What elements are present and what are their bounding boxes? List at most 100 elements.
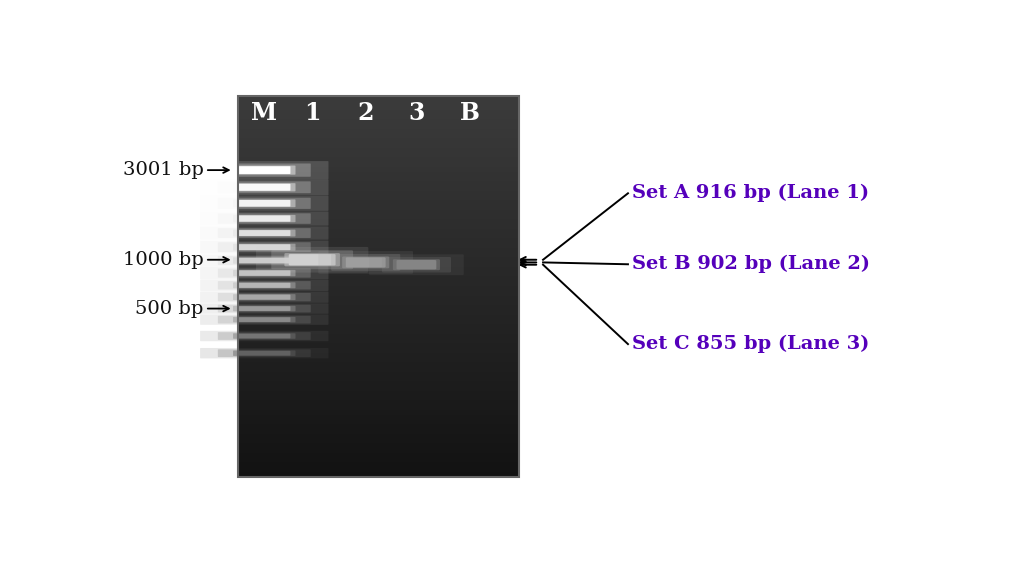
Bar bbox=[238, 262, 519, 267]
FancyBboxPatch shape bbox=[218, 332, 310, 340]
FancyBboxPatch shape bbox=[239, 294, 291, 300]
Bar bbox=[238, 96, 519, 477]
FancyBboxPatch shape bbox=[271, 251, 353, 269]
FancyBboxPatch shape bbox=[239, 215, 291, 222]
Bar bbox=[238, 444, 519, 449]
FancyBboxPatch shape bbox=[233, 183, 296, 191]
FancyBboxPatch shape bbox=[200, 304, 329, 314]
Bar bbox=[238, 367, 519, 372]
Text: Set C 855 bp (Lane 3): Set C 855 bp (Lane 3) bbox=[632, 335, 869, 353]
Bar bbox=[238, 410, 519, 415]
Bar bbox=[238, 386, 519, 391]
Text: 3: 3 bbox=[409, 101, 425, 125]
Bar bbox=[238, 314, 519, 320]
FancyBboxPatch shape bbox=[218, 293, 310, 301]
FancyBboxPatch shape bbox=[233, 244, 296, 251]
Bar bbox=[238, 253, 519, 258]
Bar bbox=[238, 238, 519, 244]
FancyBboxPatch shape bbox=[256, 247, 369, 272]
FancyBboxPatch shape bbox=[233, 230, 296, 237]
Bar bbox=[238, 233, 519, 239]
FancyBboxPatch shape bbox=[200, 291, 329, 303]
Text: Set B 902 bp (Lane 2): Set B 902 bp (Lane 2) bbox=[632, 255, 870, 274]
FancyBboxPatch shape bbox=[382, 257, 451, 272]
FancyBboxPatch shape bbox=[200, 279, 329, 291]
Bar bbox=[238, 372, 519, 377]
Bar bbox=[238, 348, 519, 353]
FancyBboxPatch shape bbox=[396, 260, 436, 270]
Bar bbox=[238, 429, 519, 434]
Bar bbox=[238, 281, 519, 286]
Bar bbox=[238, 339, 519, 344]
Bar bbox=[238, 358, 519, 363]
Bar bbox=[238, 425, 519, 430]
Bar bbox=[238, 305, 519, 310]
FancyBboxPatch shape bbox=[233, 294, 296, 300]
Bar bbox=[238, 324, 519, 329]
Bar bbox=[238, 248, 519, 253]
FancyBboxPatch shape bbox=[200, 226, 329, 240]
Bar bbox=[238, 295, 519, 301]
Bar bbox=[238, 291, 519, 296]
FancyBboxPatch shape bbox=[200, 161, 329, 179]
Bar bbox=[238, 124, 519, 129]
FancyBboxPatch shape bbox=[233, 317, 296, 323]
Bar bbox=[238, 109, 519, 115]
Bar bbox=[238, 167, 519, 172]
Bar bbox=[238, 377, 519, 382]
Bar bbox=[238, 224, 519, 229]
Bar bbox=[238, 100, 519, 105]
FancyBboxPatch shape bbox=[218, 256, 310, 265]
FancyBboxPatch shape bbox=[239, 200, 291, 207]
FancyBboxPatch shape bbox=[393, 259, 440, 270]
Bar bbox=[238, 362, 519, 367]
FancyBboxPatch shape bbox=[233, 334, 296, 339]
Bar bbox=[238, 334, 519, 339]
FancyBboxPatch shape bbox=[239, 351, 291, 355]
Bar bbox=[238, 115, 519, 120]
Bar bbox=[238, 276, 519, 282]
FancyBboxPatch shape bbox=[218, 213, 310, 224]
Bar bbox=[238, 353, 519, 358]
FancyBboxPatch shape bbox=[233, 215, 296, 222]
Bar bbox=[238, 195, 519, 200]
FancyBboxPatch shape bbox=[200, 211, 329, 226]
Bar bbox=[238, 105, 519, 110]
Bar bbox=[238, 214, 519, 219]
Bar bbox=[238, 472, 519, 477]
Bar bbox=[238, 205, 519, 210]
Bar bbox=[238, 419, 519, 425]
Bar bbox=[238, 458, 519, 463]
Bar bbox=[238, 310, 519, 315]
Text: 1000 bp: 1000 bp bbox=[123, 251, 204, 269]
FancyBboxPatch shape bbox=[218, 198, 310, 209]
Bar bbox=[238, 162, 519, 167]
Text: M: M bbox=[251, 101, 278, 125]
Bar bbox=[238, 95, 519, 100]
FancyBboxPatch shape bbox=[218, 281, 310, 290]
Bar bbox=[238, 329, 519, 334]
Bar bbox=[238, 191, 519, 196]
FancyBboxPatch shape bbox=[218, 316, 310, 324]
Bar bbox=[238, 272, 519, 277]
Bar bbox=[238, 128, 519, 134]
Bar bbox=[238, 434, 519, 439]
FancyBboxPatch shape bbox=[239, 244, 291, 250]
Bar bbox=[238, 257, 519, 263]
Bar bbox=[238, 396, 519, 401]
Bar bbox=[238, 267, 519, 272]
FancyBboxPatch shape bbox=[218, 164, 310, 177]
Bar bbox=[238, 181, 519, 186]
Bar bbox=[238, 138, 519, 143]
FancyBboxPatch shape bbox=[289, 254, 336, 266]
FancyBboxPatch shape bbox=[200, 314, 329, 325]
FancyBboxPatch shape bbox=[233, 350, 296, 356]
Bar bbox=[238, 463, 519, 468]
Bar bbox=[238, 210, 519, 215]
FancyBboxPatch shape bbox=[233, 199, 296, 207]
FancyBboxPatch shape bbox=[331, 254, 400, 271]
Bar bbox=[238, 453, 519, 458]
FancyBboxPatch shape bbox=[200, 331, 329, 341]
Bar bbox=[238, 200, 519, 206]
Bar bbox=[238, 229, 519, 234]
